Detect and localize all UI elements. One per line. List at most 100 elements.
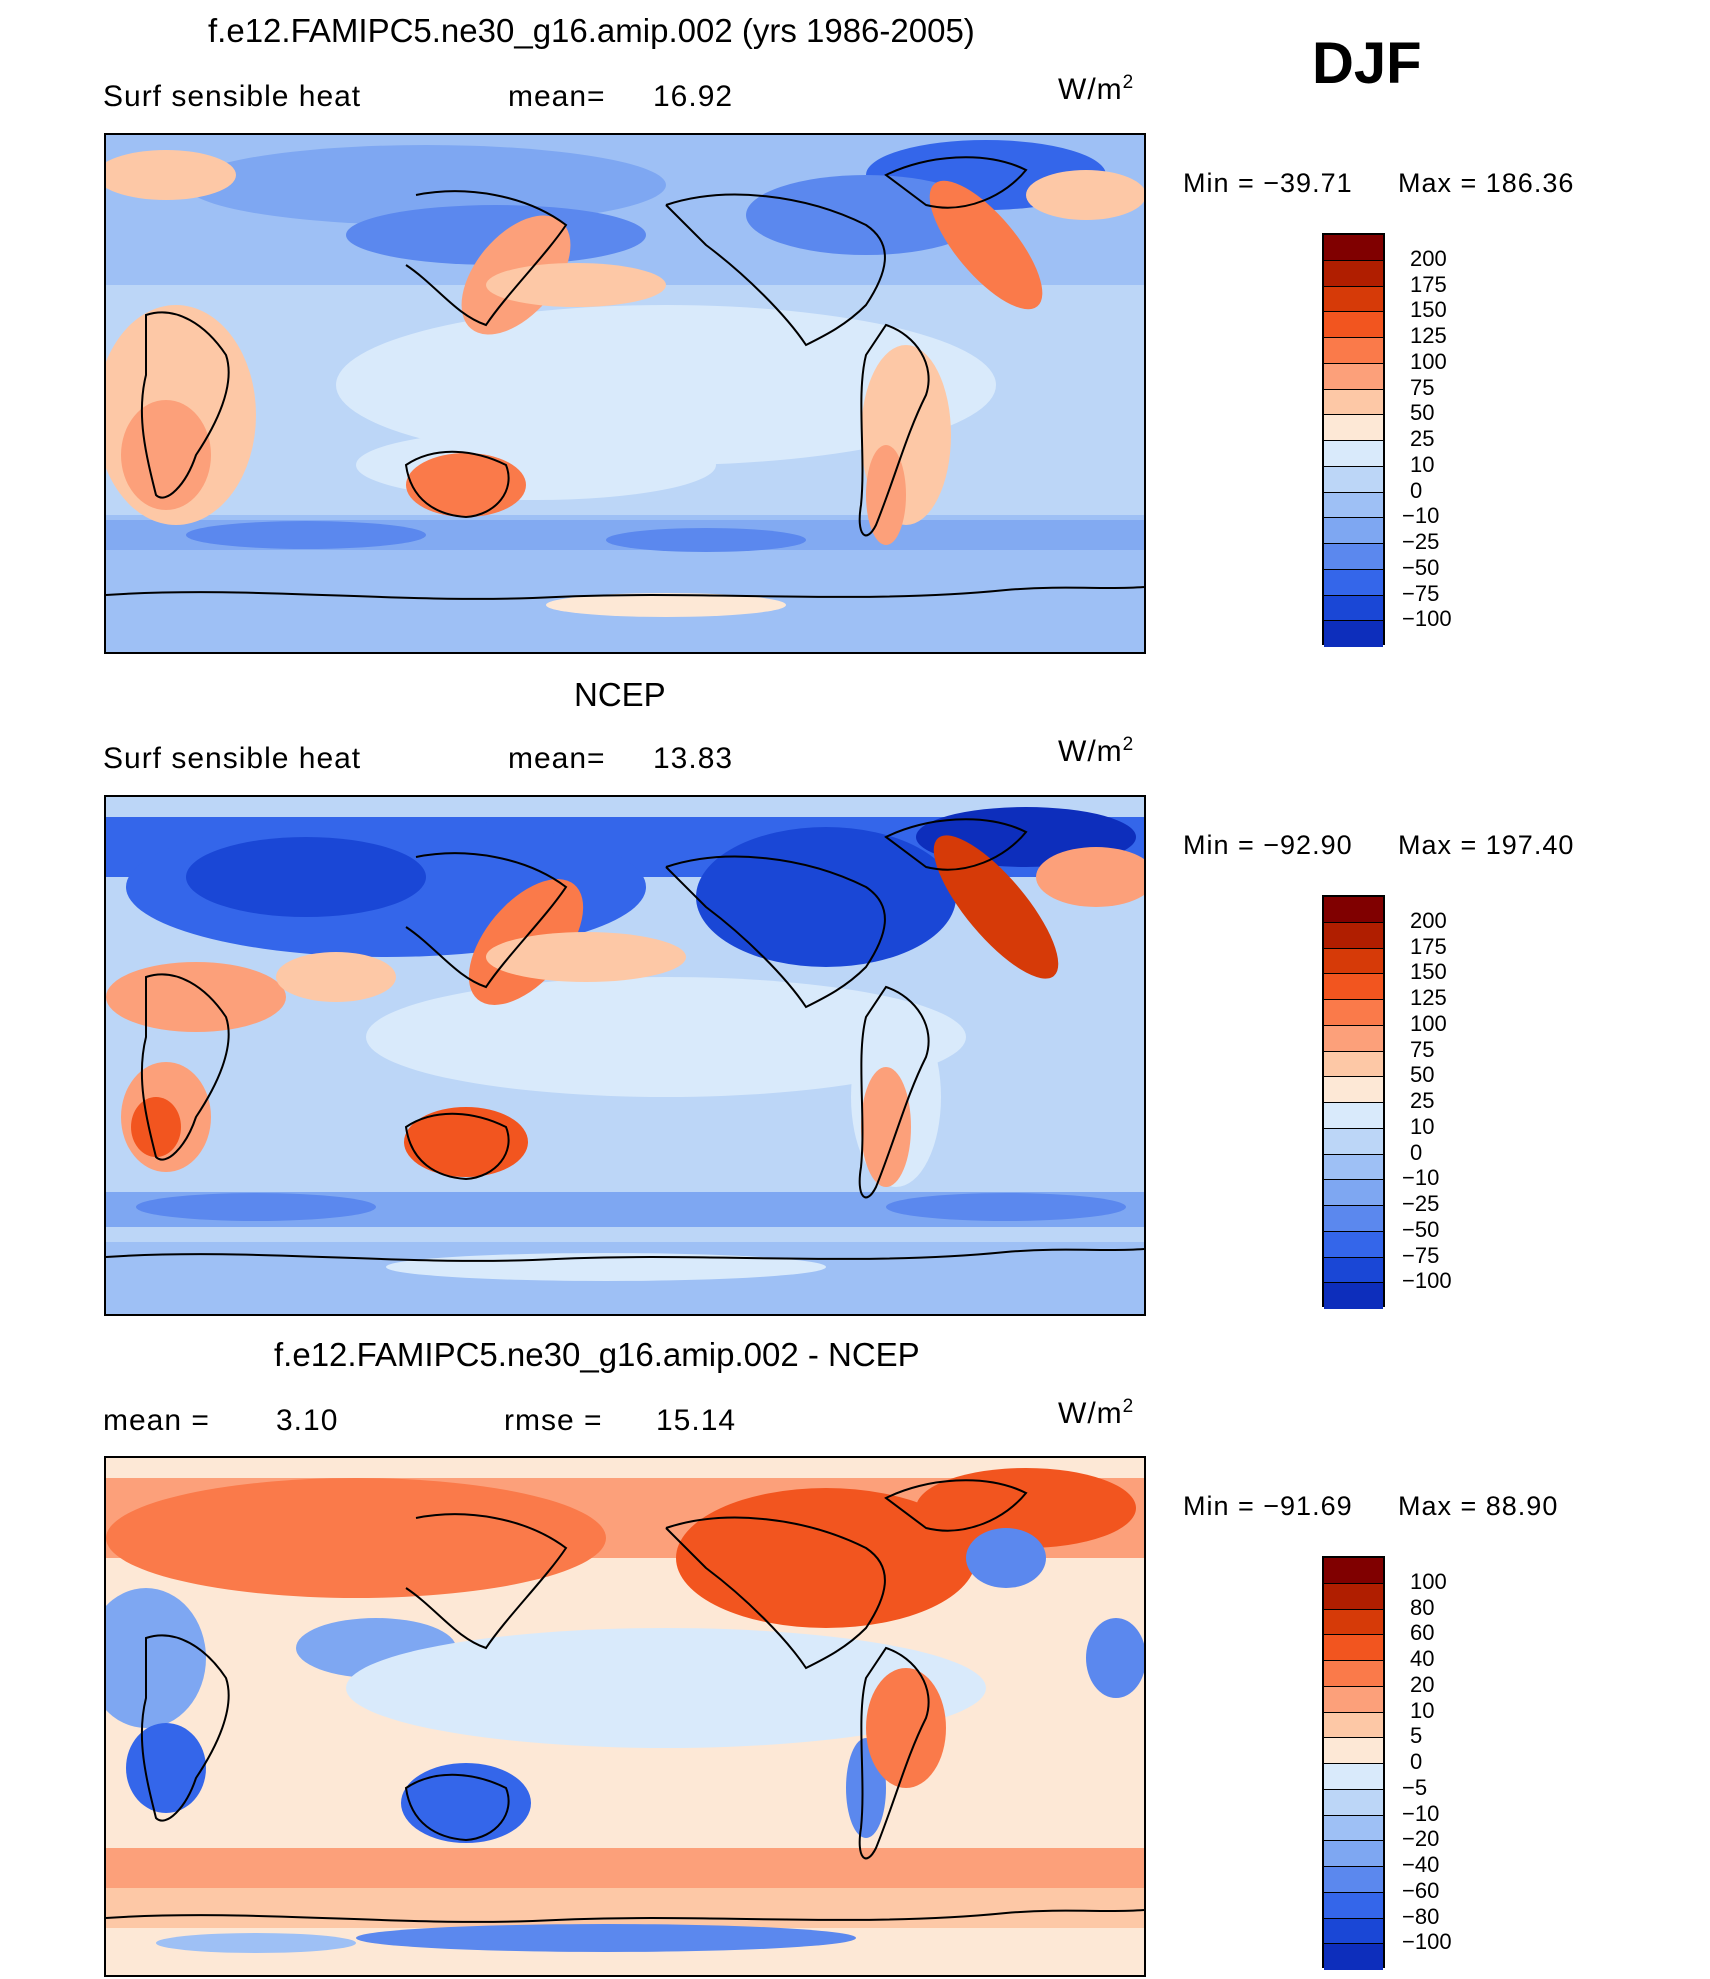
colorbar-level-label: 10 (1410, 1113, 1435, 1139)
panel2-mean-label: mean= (508, 742, 606, 775)
panel3-max: Max = 88.90 (1398, 1491, 1559, 1521)
colorbar-swatch (1324, 389, 1383, 416)
colorbar-level-label: 10 (1410, 451, 1435, 477)
colorbar-level-label: −80 (1402, 1903, 1440, 1929)
colorbar-level-label: 50 (1410, 400, 1435, 426)
colorbar-level-label: 175 (1410, 271, 1447, 297)
colorbar-swatch (1324, 1180, 1383, 1206)
panel3-rmse-value: 15.14 (656, 1404, 737, 1437)
colorbar-level-label: 0 (1410, 477, 1423, 503)
colorbar-level-label: 0 (1410, 1139, 1423, 1165)
colorbar-swatch (1324, 1841, 1383, 1867)
colorbar-swatch (1324, 1635, 1383, 1661)
colorbar-level-label: −25 (1402, 1191, 1440, 1216)
panel1-mean-value: 16.92 (653, 80, 734, 113)
colorbar-swatch (1324, 1154, 1383, 1181)
colorbar-level-label: −50 (1402, 1216, 1440, 1242)
colorbar-swatch (1324, 363, 1383, 390)
colorbar-level-label: 60 (1410, 1620, 1435, 1646)
colorbar-swatch (1324, 312, 1383, 338)
panel1-mean-label: mean= (508, 80, 606, 113)
panel2-units: W/m2 (1058, 734, 1135, 768)
colorbar-swatch (1324, 974, 1383, 1000)
colorbar-swatch (1324, 1944, 1383, 1970)
colorbar-swatch (1324, 441, 1383, 467)
colorbar-level-label: 20 (1410, 1671, 1435, 1697)
colorbar-level-label: 150 (1410, 959, 1447, 985)
colorbar-level-label: −10 (1402, 1800, 1440, 1826)
colorbar-swatch (1324, 1051, 1383, 1078)
colorbar-swatch (1324, 518, 1383, 544)
colorbar-level-label: −40 (1402, 1852, 1440, 1877)
colorbar-swatch (1324, 595, 1383, 622)
colorbar-level-label: −100 (1402, 1929, 1452, 1955)
colorbar-level-label: −100 (1402, 606, 1452, 632)
colorbar-level-label: −100 (1402, 1268, 1452, 1294)
colorbar-level-label: −75 (1402, 580, 1440, 606)
colorbar-level-label: 200 (1410, 907, 1447, 933)
panel1-max: Max = 186.36 (1398, 168, 1575, 198)
colorbar-swatch (1324, 1867, 1383, 1893)
colorbar-swatch (1324, 1686, 1383, 1713)
panel3-colorbar (1322, 1556, 1385, 1970)
colorbar-level-label: 125 (1410, 985, 1447, 1010)
colorbar-swatch (1324, 897, 1383, 923)
colorbar-level-label: 100 (1410, 348, 1447, 374)
panel3-mean-value: 3.10 (276, 1404, 339, 1437)
colorbar-level-label: 5 (1410, 1723, 1423, 1749)
panel2-colorbar (1322, 895, 1385, 1309)
colorbar-swatch (1324, 1000, 1383, 1026)
colorbar-level-label: 50 (1410, 1062, 1435, 1088)
colorbar-level-label: −25 (1402, 529, 1440, 554)
colorbar-level-label: 40 (1410, 1646, 1435, 1671)
colorbar-swatch (1324, 569, 1383, 596)
panel1-min: Min = −39.71 (1183, 168, 1353, 198)
colorbar-swatch (1324, 1764, 1383, 1790)
colorbar-level-label: 125 (1410, 323, 1447, 348)
colorbar-swatch (1324, 922, 1383, 949)
panel2-variable: Surf sensible heat (103, 742, 362, 775)
colorbar-swatch (1324, 492, 1383, 519)
colorbar-level-label: 100 (1410, 1010, 1447, 1036)
colorbar-swatch (1324, 621, 1383, 647)
colorbar-level-label: 75 (1410, 1036, 1435, 1062)
panel1-colorbar (1322, 233, 1385, 647)
colorbar-level-label: 175 (1410, 933, 1447, 959)
colorbar-swatch (1324, 1231, 1383, 1258)
panel2-title: NCEP (574, 676, 666, 713)
colorbar-swatch (1324, 1661, 1383, 1687)
colorbar-level-label: −5 (1402, 1774, 1428, 1800)
colorbar-level-label: 25 (1410, 426, 1435, 451)
colorbar-level-label: 200 (1410, 245, 1447, 271)
colorbar-level-label: −10 (1402, 503, 1440, 529)
colorbar-swatch (1324, 1103, 1383, 1129)
panel1-units: W/m2 (1058, 72, 1135, 106)
colorbar-swatch (1324, 1815, 1383, 1842)
colorbar-swatch (1324, 1738, 1383, 1764)
colorbar-swatch (1324, 1609, 1383, 1636)
colorbar-swatch (1324, 235, 1383, 261)
colorbar-level-label: −20 (1402, 1826, 1440, 1852)
colorbar-swatch (1324, 1583, 1383, 1610)
colorbar-level-label: 10 (1410, 1697, 1435, 1723)
colorbar-swatch (1324, 466, 1383, 493)
colorbar-level-label: 25 (1410, 1088, 1435, 1113)
colorbar-level-label: −75 (1402, 1242, 1440, 1268)
panel2-max: Max = 197.40 (1398, 830, 1575, 860)
season-label: DJF (1312, 31, 1422, 96)
colorbar-swatch (1324, 1558, 1383, 1584)
panel3-rmse-label: rmse = (504, 1404, 603, 1437)
panel3-map (104, 1456, 1146, 1977)
colorbar-level-label: −50 (1402, 554, 1440, 580)
colorbar-swatch (1324, 1918, 1383, 1945)
colorbar-level-label: 100 (1410, 1568, 1447, 1594)
panel1-title: f.e12.FAMIPC5.ne30_g16.amip.002 (yrs 198… (208, 12, 975, 49)
panel3-mean-label: mean = (103, 1404, 210, 1437)
colorbar-swatch (1324, 1128, 1383, 1155)
panel2-min: Min = −92.90 (1183, 830, 1353, 860)
colorbar-swatch (1324, 338, 1383, 364)
panel3-units: W/m2 (1058, 1396, 1135, 1430)
colorbar-swatch (1324, 948, 1383, 975)
panel3-title: f.e12.FAMIPC5.ne30_g16.amip.002 - NCEP (274, 1336, 920, 1373)
colorbar-swatch (1324, 1283, 1383, 1309)
